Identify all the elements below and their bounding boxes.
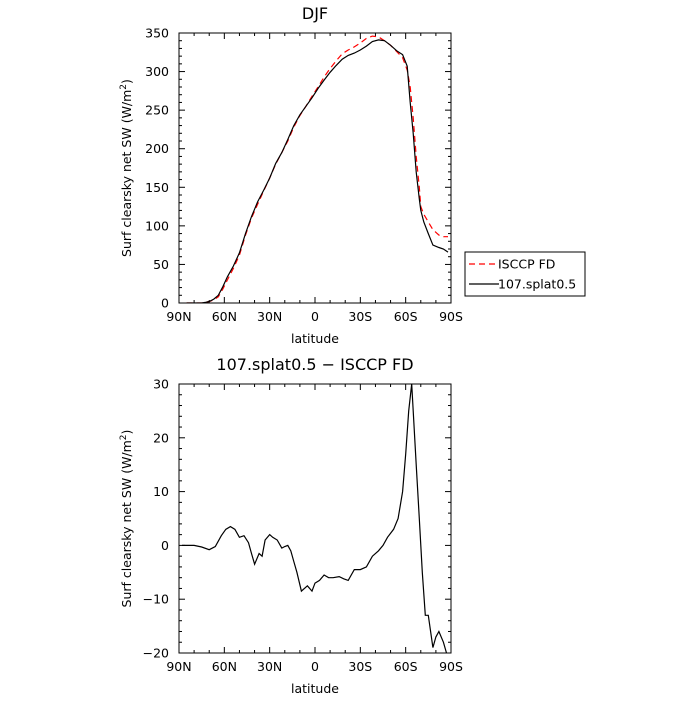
chart-title: 107.splat0.5 − ISCCP FD <box>216 355 413 374</box>
x-tick-label: 90N <box>166 659 191 674</box>
x-tick-label: 90N <box>166 309 191 324</box>
y-tick-label: 0 <box>161 296 169 311</box>
chart-title: DJF <box>302 4 328 23</box>
x-tick-label: 60N <box>212 659 237 674</box>
y-tick-label: 30 <box>153 377 169 392</box>
y-tick-label: 250 <box>145 103 169 118</box>
x-tick-label: 0 <box>311 309 319 324</box>
x-axis-label: latitude <box>291 681 339 696</box>
y-axis-label: Surf clearsky net SW (W/m2) <box>119 430 134 608</box>
x-tick-label: 90S <box>439 309 463 324</box>
legend-label-1: ISCCP FD <box>498 257 555 272</box>
y-tick-label: 0 <box>161 538 169 553</box>
x-axis-label: latitude <box>291 331 339 346</box>
x-tick-label: 30S <box>348 659 372 674</box>
legend-box <box>464 251 586 297</box>
x-tick-label: 60S <box>394 659 418 674</box>
x-tick-label: 60S <box>394 309 418 324</box>
y-tick-label: 300 <box>145 64 169 79</box>
y-tick-label: 350 <box>145 26 169 41</box>
legend-label-2: 107.splat0.5 <box>498 277 576 292</box>
y-tick-label: −20 <box>143 646 169 661</box>
x-tick-label: 30N <box>257 659 282 674</box>
x-tick-label: 60N <box>212 309 237 324</box>
series-line-1 <box>182 384 448 653</box>
series-line-1 <box>186 35 448 303</box>
y-tick-label: 50 <box>153 257 169 272</box>
chart-panel-1: DJF 90N 60N 30N 0 30S 60S 90S 0 50 100 150 200 250 300… <box>119 4 586 346</box>
y-tick-label: 200 <box>145 141 169 156</box>
y-axis-label: Surf clearsky net SW (W/m2) <box>119 79 134 257</box>
y-tick-label: −10 <box>143 592 169 607</box>
x-tick-label: 90S <box>439 659 463 674</box>
y-tick-label: 20 <box>153 430 169 445</box>
x-tick-label: 30N <box>257 309 282 324</box>
chart-panel-2: 107.splat0.5 − ISCCP FD 90N 60N 30N 0 30S 60S 9… <box>119 355 463 696</box>
y-tick-label: 10 <box>153 484 169 499</box>
y-tick-label: 100 <box>145 218 169 233</box>
series-line-2 <box>186 39 449 303</box>
x-tick-label: 30S <box>348 309 372 324</box>
y-tick-label: 150 <box>145 180 169 195</box>
x-tick-label: 0 <box>311 659 319 674</box>
